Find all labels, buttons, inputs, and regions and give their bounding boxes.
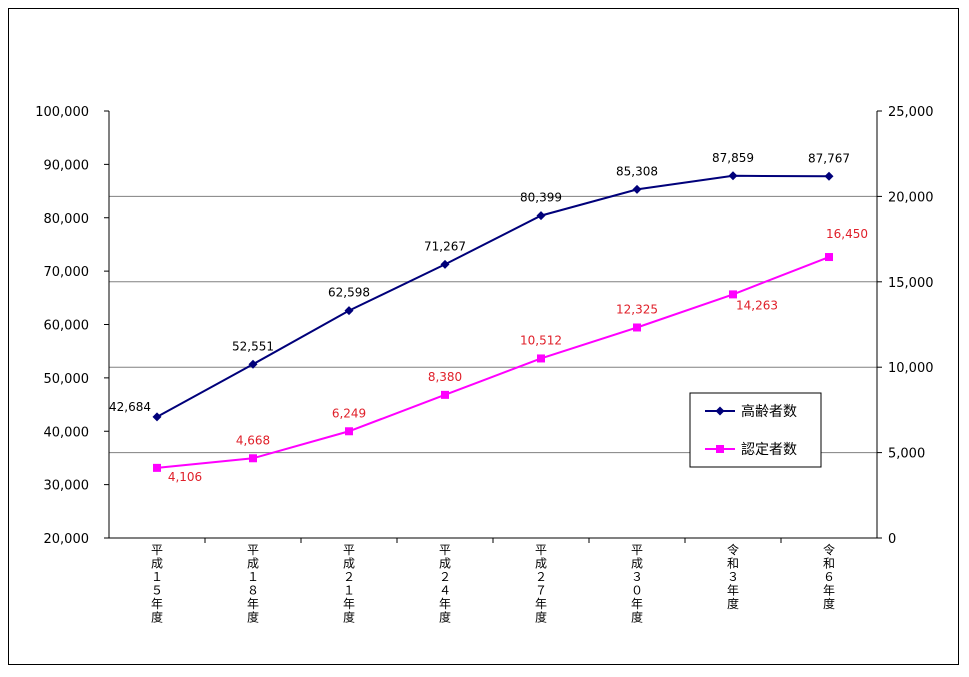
chart-frame [8, 8, 959, 665]
left-tick-label: 100,000 [35, 105, 89, 120]
category-label: 平成２７年度 [535, 543, 547, 625]
point-elderly [152, 412, 162, 422]
category-label: 平成３０年度 [631, 543, 643, 625]
category-label: 平成１５年度 [151, 543, 163, 625]
data-label-elderly: 71,267 [424, 239, 466, 253]
point-elderly [632, 184, 642, 194]
left-tick-label: 50,000 [44, 372, 90, 387]
right-tick-label: 15,000 [888, 276, 934, 291]
point-certified [441, 390, 449, 399]
legend-marker [715, 406, 725, 416]
point-certified [729, 290, 737, 299]
data-label-elderly: 80,399 [520, 191, 562, 205]
point-certified [249, 454, 257, 463]
right-tick-label: 5,000 [888, 447, 925, 462]
point-elderly [440, 259, 450, 269]
left-tick-label: 20,000 [44, 532, 90, 547]
data-label-certified: 8,380 [428, 370, 462, 384]
point-certified [153, 463, 161, 472]
left-tick-label: 90,000 [44, 158, 90, 173]
left-tick-label: 60,000 [44, 319, 90, 334]
point-certified [537, 354, 545, 363]
point-elderly [248, 359, 258, 369]
data-label-certified: 6,249 [332, 406, 366, 420]
left-tick-label: 80,000 [44, 212, 90, 227]
left-tick-label: 30,000 [44, 479, 90, 494]
left-tick-label: 70,000 [44, 265, 90, 280]
category-label: 令和３年度 [727, 542, 739, 611]
right-tick-label: 0 [888, 532, 896, 547]
data-label-certified: 14,263 [736, 298, 778, 312]
series-line-elderly [156, 174, 830, 418]
data-label-elderly: 85,308 [616, 164, 658, 178]
category-label: 平成２４年度 [439, 543, 451, 625]
point-certified [345, 427, 353, 436]
legend-marker [716, 445, 724, 453]
legend-label: 高齢者数 [741, 403, 797, 420]
series-group: 42,684 52,551 62,598 71,267 80,399 85,308 87,8… [109, 151, 868, 484]
category-label: 平成１８年度 [247, 543, 259, 625]
point-elderly [344, 306, 354, 316]
category-label: 平成２１年度 [343, 543, 355, 625]
right-tick-label: 20,000 [888, 190, 934, 205]
left-tick-label: 40,000 [44, 425, 90, 440]
data-label-elderly: 87,859 [712, 151, 754, 165]
data-label-elderly: 87,767 [808, 151, 850, 165]
point-elderly [728, 171, 738, 181]
right-axis-ticks: 0 5,000 10,000 15,000 20,000 25,000 [877, 105, 934, 547]
point-elderly [824, 171, 834, 181]
data-label-elderly: 62,598 [328, 286, 370, 300]
left-axis-ticks: 20,000 30,000 40,000 50,000 60,000 70,000 80,0… [35, 105, 109, 547]
point-certified [633, 323, 641, 332]
data-label-certified: 12,325 [616, 302, 658, 316]
data-label-elderly: 52,551 [232, 339, 274, 353]
point-elderly [536, 211, 546, 221]
data-label-certified: 4,668 [236, 433, 270, 447]
category-label: 令和６年度 [823, 542, 835, 611]
data-label-certified: 10,512 [520, 333, 562, 347]
series-line-certified [156, 256, 830, 469]
point-certified [825, 253, 833, 262]
data-label-elderly: 42,684 [109, 400, 151, 414]
data-label-certified: 4,106 [168, 470, 202, 484]
right-tick-label: 25,000 [888, 105, 934, 120]
legend-box [689, 392, 822, 468]
data-label-certified: 16,450 [826, 227, 868, 241]
right-tick-label: 10,000 [888, 361, 934, 376]
legend-label: 認定者数 [741, 442, 797, 458]
category-labels: 平成１５年度 平成１８年度 平成２１年度 平成２４年度 平成２７年度 平成３０年度 令和３年… [151, 538, 835, 625]
